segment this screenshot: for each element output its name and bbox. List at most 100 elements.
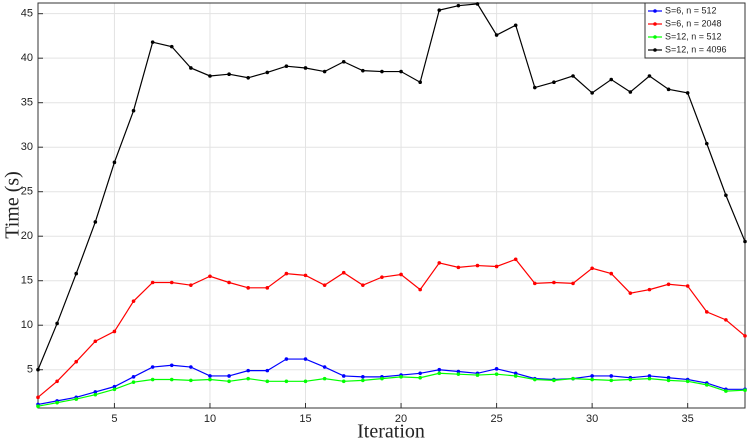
point xyxy=(552,280,556,285)
point xyxy=(704,383,709,387)
point xyxy=(284,271,289,276)
point xyxy=(456,265,461,270)
point xyxy=(246,286,250,290)
point xyxy=(112,384,117,389)
point xyxy=(265,70,270,75)
point xyxy=(609,374,614,378)
point xyxy=(380,275,384,279)
legend-label: S=6, n = 2048 xyxy=(665,18,722,28)
point xyxy=(380,376,384,381)
legend-box xyxy=(644,2,746,59)
y-tick-label: 30 xyxy=(21,141,33,153)
x-tick-label: 5 xyxy=(111,413,117,425)
point xyxy=(647,374,652,378)
point xyxy=(131,299,136,303)
point xyxy=(743,388,747,392)
legend-marker xyxy=(653,22,657,26)
y-tick-label: 20 xyxy=(21,230,33,242)
legend-marker xyxy=(653,48,657,52)
point xyxy=(571,281,575,286)
point xyxy=(456,372,461,376)
point xyxy=(724,193,728,198)
point xyxy=(743,334,747,338)
point xyxy=(666,378,671,383)
point xyxy=(628,377,633,382)
series-line xyxy=(37,258,746,398)
point xyxy=(169,377,174,382)
point xyxy=(189,66,193,70)
point xyxy=(647,287,652,292)
point xyxy=(590,266,594,271)
x-tick-label: 10 xyxy=(204,413,216,425)
point xyxy=(74,271,79,276)
point xyxy=(513,23,518,28)
point xyxy=(704,141,709,146)
point xyxy=(666,282,671,287)
point xyxy=(265,286,270,290)
point xyxy=(590,377,594,382)
point xyxy=(284,357,289,361)
point xyxy=(418,287,422,292)
point xyxy=(380,69,384,74)
point xyxy=(552,80,556,85)
point xyxy=(361,378,365,383)
point xyxy=(36,395,40,400)
point xyxy=(208,374,212,378)
plot-frame xyxy=(37,2,746,409)
point xyxy=(303,357,308,361)
point xyxy=(189,365,193,369)
point xyxy=(437,367,442,372)
point xyxy=(112,387,117,392)
point xyxy=(322,365,327,369)
y-axis-label: Time (s) xyxy=(2,171,24,239)
point xyxy=(55,321,59,326)
point xyxy=(341,59,346,64)
legend-marker xyxy=(653,35,657,39)
point xyxy=(456,3,461,8)
point xyxy=(150,40,155,44)
point xyxy=(494,367,499,371)
point xyxy=(341,379,346,384)
point xyxy=(322,69,327,74)
y-tick-label: 15 xyxy=(21,275,33,287)
point xyxy=(704,310,709,314)
point xyxy=(55,379,59,384)
x-tick-label: 30 xyxy=(586,413,598,425)
point xyxy=(513,374,518,378)
point xyxy=(208,274,212,279)
point xyxy=(322,283,327,287)
point xyxy=(418,375,422,380)
point xyxy=(513,371,518,376)
point xyxy=(418,371,422,376)
point xyxy=(322,376,327,381)
point xyxy=(208,74,212,78)
point xyxy=(93,390,98,394)
point xyxy=(131,380,136,384)
point xyxy=(571,74,575,78)
point xyxy=(93,339,98,344)
point xyxy=(131,375,136,379)
y-tick-label: 45 xyxy=(21,8,33,20)
point xyxy=(265,368,270,373)
point xyxy=(361,68,365,73)
point xyxy=(74,397,79,401)
point xyxy=(246,376,250,381)
point xyxy=(552,378,556,383)
y-tick-label: 40 xyxy=(21,52,33,64)
point xyxy=(93,392,98,397)
x-tick-label: 25 xyxy=(490,413,502,425)
series-line xyxy=(37,372,746,407)
point xyxy=(150,365,155,369)
point xyxy=(571,376,575,381)
point xyxy=(609,378,614,383)
series-line xyxy=(37,358,745,406)
point xyxy=(112,160,117,165)
series-line xyxy=(37,3,746,370)
y-tick-label: 35 xyxy=(21,97,33,109)
point xyxy=(246,75,250,80)
point xyxy=(647,74,652,78)
point xyxy=(208,377,212,382)
point xyxy=(437,261,442,265)
point xyxy=(74,359,79,364)
